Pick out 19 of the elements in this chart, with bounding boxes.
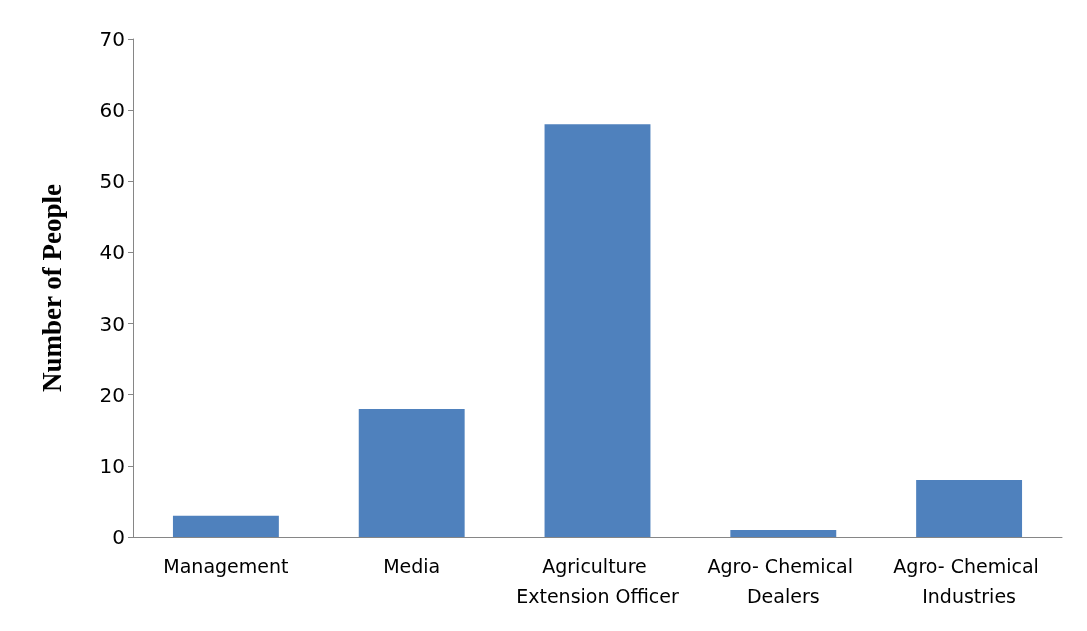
y-axis-title: Number of People: [36, 184, 67, 392]
x-tick-label: Agro- Chemical Industries: [893, 555, 1045, 607]
bar: [358, 408, 465, 537]
bar: [730, 529, 837, 537]
y-tick-label: 70: [99, 27, 125, 51]
x-tick-label: Agro- Chemical Dealers: [707, 555, 860, 607]
y-tick-label: 20: [99, 382, 125, 407]
y-tick-label: 30: [99, 311, 125, 336]
x-tick-label: Management: [163, 555, 289, 577]
bar: [916, 480, 1023, 537]
y-tick-label: 60: [99, 98, 125, 123]
y-tick-label: 40: [99, 240, 125, 265]
x-tick-label: Agriculture Extension Officer: [516, 555, 679, 607]
y-tick-label: 0: [112, 525, 125, 549]
x-tick-label: Media: [383, 555, 441, 577]
bar: [544, 124, 651, 537]
y-tick-label: 50: [99, 169, 125, 194]
y-tick-label: 10: [99, 453, 125, 478]
bar: [172, 515, 279, 537]
